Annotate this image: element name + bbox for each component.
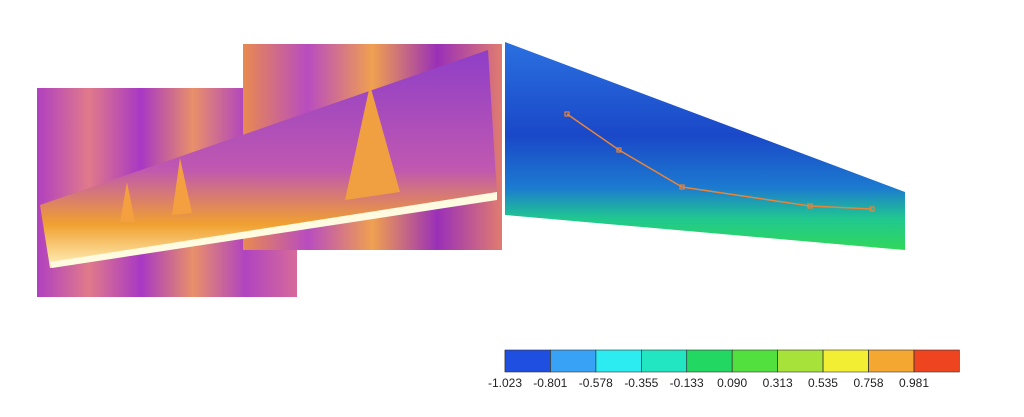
colorbar-tick-label: -0.133 [670, 376, 704, 390]
colorbar-tick-label: 0.313 [763, 376, 793, 390]
infrared-image [37, 44, 502, 297]
colorbar-segment [731, 349, 778, 373]
colorbar-tick-label: 0.758 [853, 376, 883, 390]
colorbar-segment [868, 349, 915, 373]
colorbar-tick-label: -0.801 [533, 376, 567, 390]
colorbar-tick-label: 0.981 [899, 376, 929, 390]
colorbar-tick-label: -0.578 [579, 376, 613, 390]
colorbar-segment [550, 349, 597, 373]
colorbar-segment [777, 349, 824, 373]
colorbar-segment [686, 349, 733, 373]
colorbar-segment [913, 349, 960, 373]
colorbar-segment [504, 349, 551, 373]
colorbar-segment [641, 349, 688, 373]
colorbar-tick-label: -1.023 [488, 376, 522, 390]
colorbar-tick-label: 0.535 [808, 376, 838, 390]
colorbar: -1.023 -0.801 -0.578 -0.355 -0.133 0.090 0.313… [488, 349, 960, 390]
colorbar-tick-label: -0.355 [624, 376, 658, 390]
colorbar-segment [595, 349, 642, 373]
colorbar-segment [822, 349, 869, 373]
colorbar-tick-label: 0.090 [717, 376, 747, 390]
cfd-wing [505, 42, 905, 250]
